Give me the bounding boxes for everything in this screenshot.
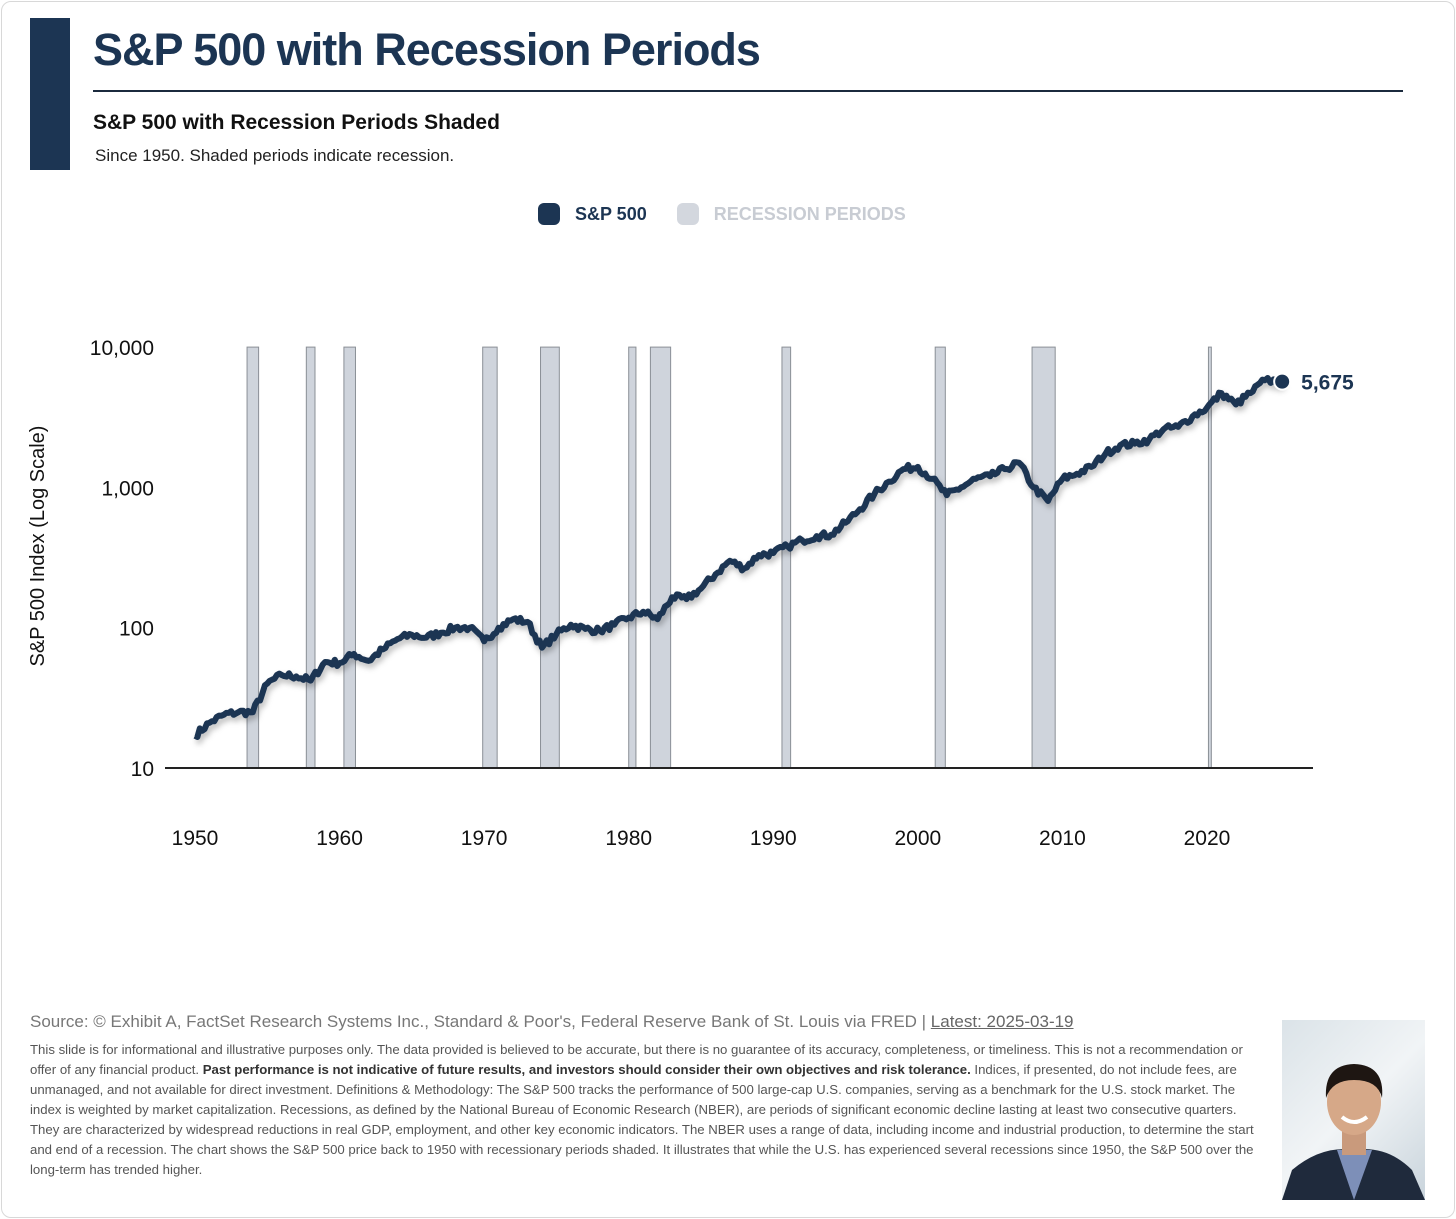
accent-bar [30, 18, 70, 170]
chart-description: Since 1950. Shaded periods indicate rece… [95, 146, 455, 165]
recession-band [628, 346, 637, 769]
disclaimer-bold: Past performance is not indicative of fu… [202, 1062, 971, 1077]
recession-band [343, 346, 356, 769]
x-tick-label: 2010 [1039, 827, 1086, 850]
latest-date-link[interactable]: Latest: 2025-03-19 [930, 1012, 1074, 1031]
disclaimer-text-2: Indices, if presented, do not include fe… [30, 1062, 1254, 1177]
legend-label-sp500: S&P 500 [575, 203, 647, 224]
source-note: Source: © Exhibit A, FactSet Research Sy… [30, 1012, 1074, 1032]
recession-band [540, 346, 560, 769]
y-tick-label: 10 [131, 758, 154, 781]
y-tick-label: 1,000 [101, 477, 154, 500]
x-tick-label: 1990 [750, 827, 797, 850]
y-tick-label: 100 [119, 618, 154, 641]
chart-legend: S&P 500 RECESSION PERIODS [538, 203, 906, 225]
x-tick-label: 2000 [894, 827, 941, 850]
recession-band [1031, 346, 1056, 769]
x-tick-label: 1980 [605, 827, 652, 850]
person-avatar-icon [1282, 1064, 1425, 1200]
title-divider [93, 90, 1403, 92]
recession-band [305, 346, 316, 769]
source-text: Source: © Exhibit A, FactSet Research Sy… [30, 1012, 931, 1031]
disclaimer: This slide is for informational and illu… [30, 1040, 1255, 1180]
page-title: S&P 500 with Recession Periods [93, 24, 761, 75]
sp500-series-line [193, 375, 1285, 740]
x-tick-label: 1950 [172, 827, 219, 850]
recession-band [781, 346, 792, 769]
legend-label-recession: RECESSION PERIODS [713, 203, 906, 224]
x-tick-label: 1960 [316, 827, 363, 850]
y-tick-label: 10,000 [90, 337, 154, 360]
x-tick-label: 1970 [461, 827, 508, 850]
recession-band [649, 346, 672, 769]
author-photo [1282, 1020, 1425, 1200]
y-axis-label: S&P 500 Index (Log Scale) [27, 426, 49, 667]
x-tick-label: 2020 [1184, 827, 1231, 850]
latest-value-marker [1273, 372, 1292, 391]
disclaimer-text-1: This slide is for informational and illu… [30, 1042, 1243, 1077]
recession-band [482, 346, 498, 769]
latest-value-label: 5,675 [1301, 372, 1354, 395]
legend-swatch-recession [676, 203, 699, 225]
recession-band [934, 346, 946, 769]
legend-swatch-sp500 [538, 203, 560, 225]
chart-plot: S&P 500 Index (Log Scale) 10 100 1,000 10,0… [27, 337, 1354, 850]
chart-subtitle: S&P 500 with Recession Periods Shaded [93, 111, 500, 134]
